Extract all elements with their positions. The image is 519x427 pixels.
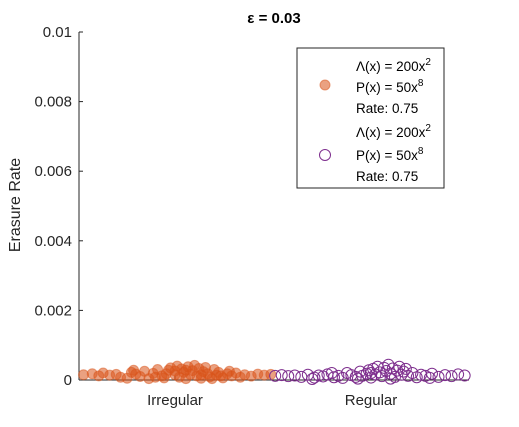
regular-point (365, 367, 377, 380)
y-tick-label: 0 (64, 372, 72, 389)
regular-point (312, 369, 325, 382)
x-tick-label: Irregular (147, 392, 203, 409)
regular-point (295, 370, 308, 383)
regular-point (393, 360, 406, 373)
regular-point (306, 372, 319, 385)
legend-irregular-lambda: Λ(x) = 200x2 (356, 57, 431, 74)
irregular-point (265, 368, 277, 380)
regular-point (423, 371, 436, 384)
regular-point (288, 369, 301, 382)
y-tick-label: 0.008 (34, 94, 72, 111)
y-tick-label: 0.006 (34, 163, 72, 180)
legend-regular-lambda: Λ(x) = 200x2 (356, 123, 431, 140)
legend-irregular-rate: Rate: 0.75 (356, 101, 418, 116)
regular-point (458, 369, 471, 382)
irregular-point (149, 371, 161, 383)
regular-point (432, 370, 445, 383)
irregular-point (215, 370, 227, 382)
regular-point (452, 368, 465, 381)
x-tick-label: Regular (345, 392, 398, 409)
regular-point (269, 369, 282, 382)
legend-marker-irregular (319, 79, 331, 91)
y-tick-label: 0.002 (34, 302, 72, 319)
y-tick-label: 0.01 (43, 24, 72, 41)
legend-marker-regular (319, 149, 331, 161)
irregular-point (223, 365, 235, 377)
y-tick-label: 0.004 (34, 233, 72, 250)
regular-point (439, 369, 452, 382)
legend-box (296, 47, 445, 189)
irregular-point (128, 364, 140, 376)
regular-point (399, 362, 412, 375)
regular-point (425, 367, 438, 380)
regular-point (397, 365, 410, 378)
regular-point (378, 361, 391, 374)
y-ticks: 0 0.002 0.004 0.006 0.008 0.01 (34, 24, 83, 389)
regular-point (351, 372, 364, 385)
regular-point (301, 368, 314, 381)
irregular-point (195, 369, 207, 381)
regular-point (445, 370, 458, 383)
legend-regular-p: P(x) = 50x8 (356, 146, 424, 163)
regular-point (384, 372, 397, 385)
y-axis-label: Erasure Rate (7, 158, 24, 252)
regular-point (406, 367, 419, 380)
regular-point (275, 369, 288, 382)
legend-regular-rate: Rate: 0.75 (356, 169, 418, 184)
irregular-point (160, 368, 172, 380)
x-ticks: Irregular Regular (147, 376, 397, 409)
legend-irregular-p: P(x) = 50x8 (356, 78, 424, 95)
regular-point (336, 371, 349, 384)
regular-point (282, 370, 295, 383)
irregular-point (180, 364, 192, 376)
data-points (78, 358, 471, 385)
irregular-point (110, 368, 122, 380)
legend: Λ(x) = 200x2 P(x) = 50x8 Rate: 0.75 Λ(x)… (296, 47, 445, 189)
chart-title: ε = 0.03 (247, 10, 300, 27)
regular-point (325, 367, 338, 380)
